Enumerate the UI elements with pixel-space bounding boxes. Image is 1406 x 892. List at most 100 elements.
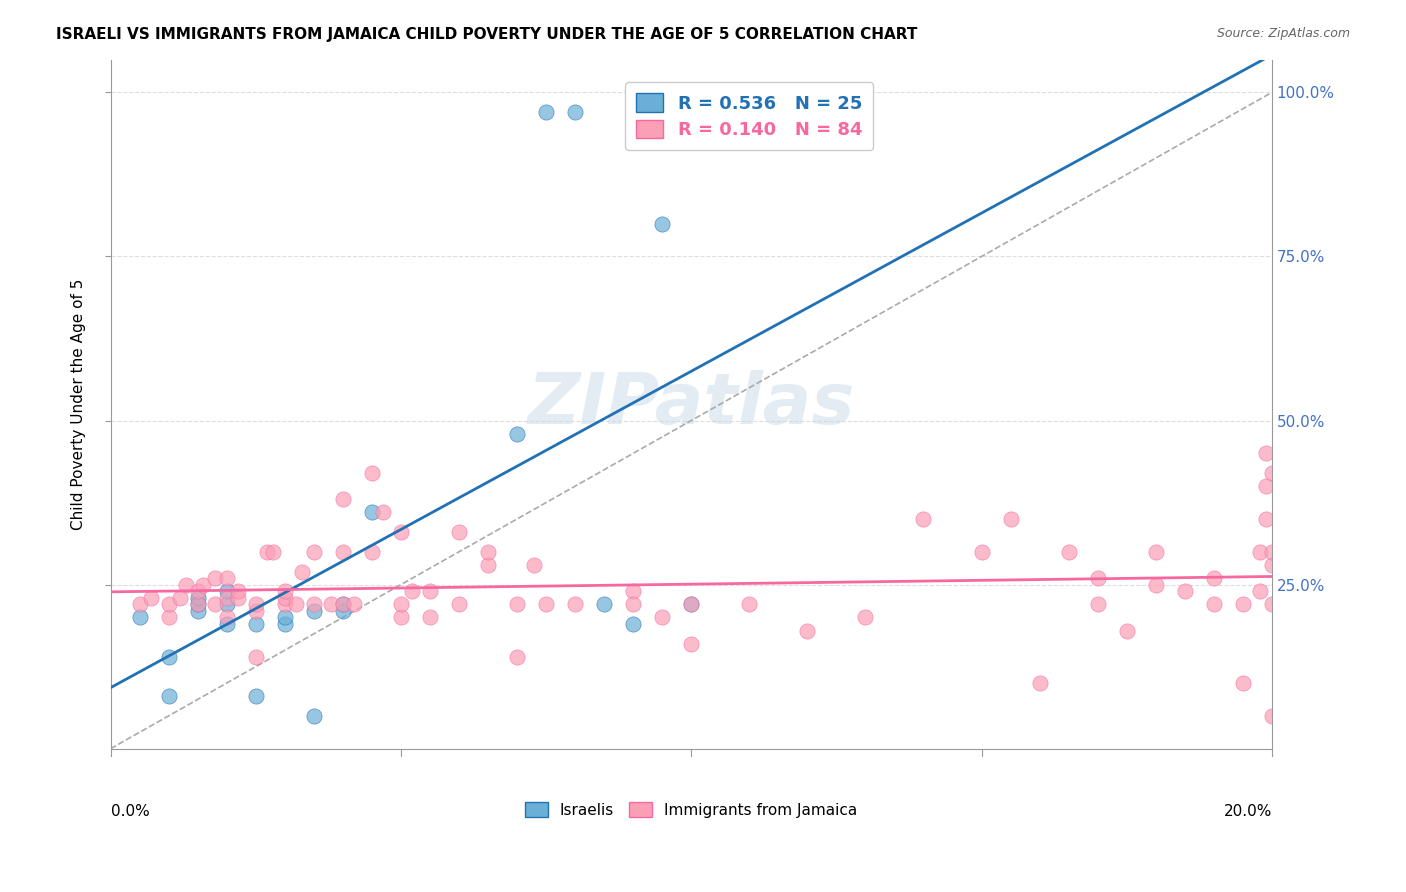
Y-axis label: Child Poverty Under the Age of 5: Child Poverty Under the Age of 5 xyxy=(72,278,86,530)
Point xyxy=(128,610,150,624)
Point xyxy=(681,597,703,611)
Point xyxy=(262,545,284,559)
Point xyxy=(681,597,703,611)
Text: 0.0%: 0.0% xyxy=(111,804,149,819)
Point xyxy=(226,591,249,605)
Point xyxy=(215,584,238,599)
Point xyxy=(1249,584,1271,599)
Point xyxy=(1261,597,1284,611)
Point xyxy=(1254,479,1277,493)
Point xyxy=(215,597,238,611)
Text: Source: ZipAtlas.com: Source: ZipAtlas.com xyxy=(1216,27,1350,40)
Point xyxy=(681,637,703,651)
Point xyxy=(274,591,297,605)
Point xyxy=(1057,545,1080,559)
Point xyxy=(291,565,314,579)
Point xyxy=(1028,676,1050,690)
Legend: Israelis, Immigrants from Jamaica: Israelis, Immigrants from Jamaica xyxy=(519,796,863,823)
Point xyxy=(141,591,163,605)
Text: ZIPatlas: ZIPatlas xyxy=(527,369,855,439)
Point xyxy=(302,709,325,723)
Point xyxy=(332,604,354,618)
Point xyxy=(651,217,673,231)
Point xyxy=(204,571,226,585)
Point xyxy=(332,597,354,611)
Point xyxy=(245,617,267,632)
Point xyxy=(360,466,382,480)
Point xyxy=(332,492,354,507)
Point xyxy=(523,558,546,572)
Point xyxy=(226,584,249,599)
Point xyxy=(302,545,325,559)
Point xyxy=(1254,512,1277,526)
Point xyxy=(912,512,935,526)
Point xyxy=(1249,545,1271,559)
Point xyxy=(506,597,529,611)
Text: ISRAELI VS IMMIGRANTS FROM JAMAICA CHILD POVERTY UNDER THE AGE OF 5 CORRELATION : ISRAELI VS IMMIGRANTS FROM JAMAICA CHILD… xyxy=(56,27,918,42)
Point xyxy=(1232,676,1254,690)
Point xyxy=(1261,709,1284,723)
Point xyxy=(245,649,267,664)
Point xyxy=(1144,545,1167,559)
Point xyxy=(1254,446,1277,460)
Point xyxy=(1087,571,1109,585)
Point xyxy=(477,558,499,572)
Point xyxy=(373,505,395,519)
Point xyxy=(621,617,644,632)
Point xyxy=(245,689,267,703)
Point xyxy=(187,591,209,605)
Point xyxy=(285,597,308,611)
Point xyxy=(506,649,529,664)
Point xyxy=(796,624,818,638)
Point xyxy=(215,617,238,632)
Point xyxy=(332,545,354,559)
Point xyxy=(447,525,470,540)
Point xyxy=(534,105,557,120)
Point xyxy=(506,426,529,441)
Point xyxy=(193,577,215,591)
Point xyxy=(302,597,325,611)
Point xyxy=(1087,597,1109,611)
Point xyxy=(187,597,209,611)
Point xyxy=(157,649,180,664)
Point xyxy=(302,604,325,618)
Point xyxy=(274,617,297,632)
Point xyxy=(1174,584,1197,599)
Point xyxy=(245,604,267,618)
Point xyxy=(1261,466,1284,480)
Point xyxy=(401,584,423,599)
Point xyxy=(564,597,586,611)
Point xyxy=(204,597,226,611)
Point xyxy=(1144,577,1167,591)
Point xyxy=(274,597,297,611)
Point xyxy=(419,610,441,624)
Point xyxy=(1232,597,1254,611)
Point xyxy=(389,525,412,540)
Point xyxy=(738,597,761,611)
Point xyxy=(419,584,441,599)
Point xyxy=(970,545,993,559)
Point xyxy=(215,591,238,605)
Point xyxy=(174,577,197,591)
Point xyxy=(274,584,297,599)
Point xyxy=(1261,558,1284,572)
Point xyxy=(389,597,412,611)
Point xyxy=(447,597,470,611)
Point xyxy=(1202,571,1225,585)
Point xyxy=(187,584,209,599)
Point xyxy=(332,597,354,611)
Point xyxy=(651,610,673,624)
Point xyxy=(157,610,180,624)
Point xyxy=(187,604,209,618)
Point xyxy=(215,571,238,585)
Point xyxy=(1202,597,1225,611)
Point xyxy=(593,597,616,611)
Point xyxy=(256,545,278,559)
Point xyxy=(621,584,644,599)
Point xyxy=(128,597,150,611)
Text: 20.0%: 20.0% xyxy=(1223,804,1272,819)
Point xyxy=(215,610,238,624)
Point xyxy=(621,597,644,611)
Point xyxy=(1261,545,1284,559)
Point xyxy=(534,597,557,611)
